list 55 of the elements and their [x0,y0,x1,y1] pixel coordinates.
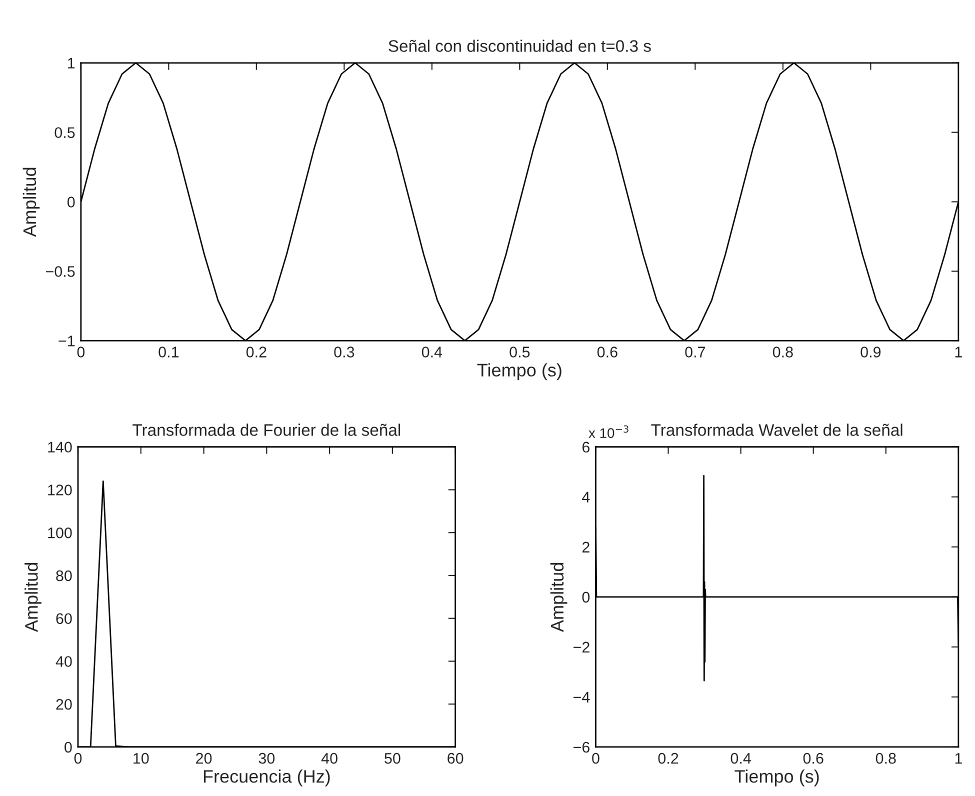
x-tick-label: 0.8 [876,752,896,764]
y-axis-title: Amplitud [22,168,40,237]
x-axis-title: Frecuencia (Hz) [204,770,330,786]
x-tick-label: 20 [196,752,212,764]
y-tick-label: −1 [58,336,75,346]
x-tick-label: 30 [258,752,275,764]
y-tick-label: 80 [56,570,72,582]
y-tick-label: −4 [574,692,590,702]
line-series [80,62,958,341]
x-axis-title: Tiempo (s) [477,363,562,380]
y-axis-title: Amplitud [24,562,42,632]
x-tick-label: 40 [321,752,338,764]
y-tick-label: 60 [56,613,72,624]
x-tick-label: 0.9 [860,346,881,358]
chart-title: Señal con discontinuidad en t=0.3 s [388,40,651,52]
x-tick-label: 0.6 [597,346,618,358]
x-tick-label: 0.4 [730,752,751,764]
x-tick-label: 0.1 [158,346,179,358]
y-tick-label: 0 [582,592,590,603]
x-tick-label: 60 [448,752,464,764]
x-tick-label: 0 [592,752,600,764]
chart-title: Transformada de Fourier de la señal [132,424,400,436]
y-tick-label: 120 [48,484,72,496]
chart-title: Transformada Wavelet de la señal [651,424,902,436]
x-tick-label: 0.2 [246,346,266,358]
x-tick-label: 10 [134,752,149,764]
x-tick-label: 0.8 [772,346,793,358]
x-tick-label: 0 [74,752,82,764]
y-tick-label: 100 [48,527,72,538]
y-tick-label: −6 [574,742,590,753]
x-tick-label: 0.5 [510,346,530,358]
y-tick-label: 40 [56,656,72,667]
y-tick-label: 0 [67,196,75,208]
y-tick-label: −2 [574,642,590,652]
y-tick-label: 0 [64,742,72,753]
y-tick-label: 0.5 [54,127,75,138]
y-axis-title: Amplitud [550,562,568,632]
x-tick-label: 0.2 [658,752,678,764]
y-tick-label: 20 [56,698,72,710]
y-tick-label: 140 [48,442,72,453]
x-tick-label: 0.7 [685,346,706,358]
x-tick-label: 0.6 [803,752,824,764]
y-tick-label: 1 [68,58,75,68]
y-tick-label: 2 [582,542,590,552]
x-tick-label: 0.4 [422,346,442,358]
y-tick-label: −0.5 [46,266,75,277]
text: x 10$^{−3}$ [588,425,628,438]
x-tick-label: 1 [955,346,962,358]
x-tick-label: 50 [384,752,400,764]
x-tick-label: 0.3 [334,346,354,358]
y-tick-label: 6 [582,442,590,453]
x-tick-label: 0 [77,346,85,358]
y-tick-label: 4 [582,492,590,502]
x-axis-title: Tiempo (s) [734,770,819,786]
x-tick-label: 1 [955,753,962,764]
